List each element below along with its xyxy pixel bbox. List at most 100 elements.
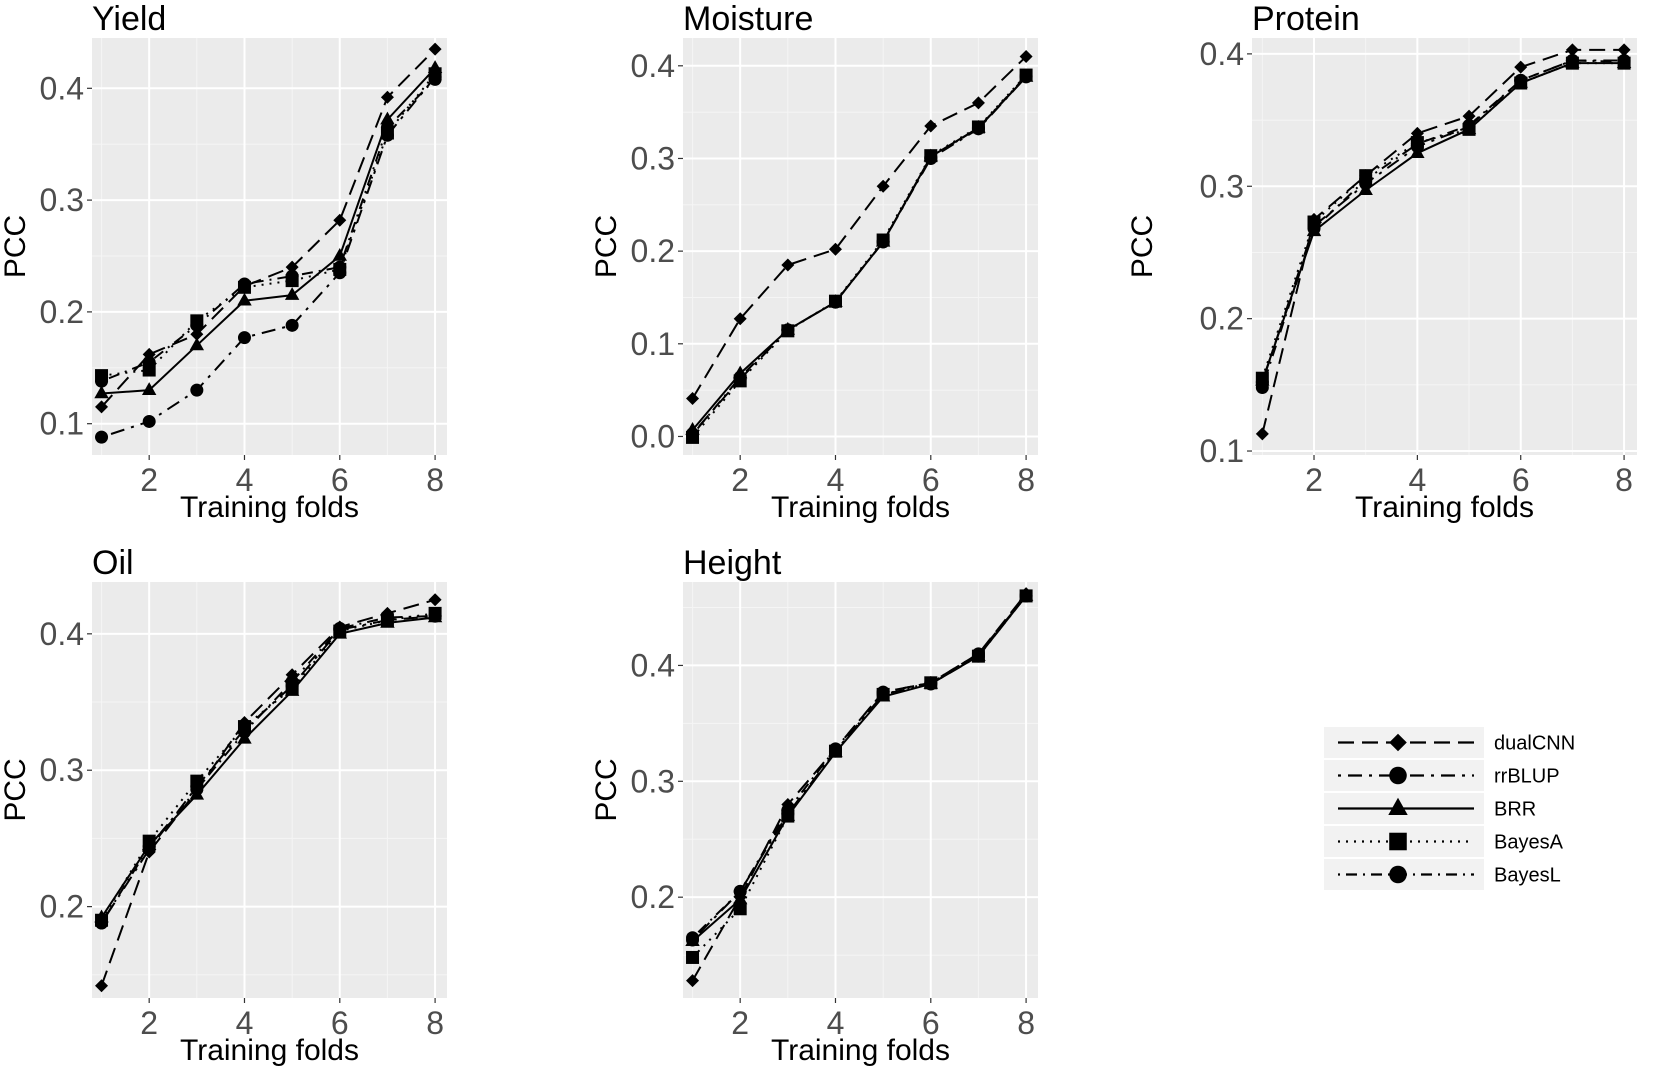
data-point-bayesl (1019, 589, 1033, 603)
y-tick-label: 0.4 (631, 647, 675, 683)
data-point-dualcnn (285, 260, 299, 274)
data-point-dualcnn (924, 119, 938, 133)
data-point-bayesl (1019, 69, 1033, 83)
legend-key-square-icon (1389, 832, 1407, 851)
panel-title: Protein (1252, 0, 1360, 38)
panel-title: Moisture (683, 0, 813, 38)
series-line-bayesa (1261, 62, 1625, 379)
legend-label: BRR (1494, 799, 1536, 821)
data-point-bayesl (1617, 55, 1631, 69)
series-line-rrblup (691, 595, 1027, 941)
data-point-bayesl (380, 610, 394, 624)
x-tick-label: 4 (236, 462, 254, 498)
data-point-rrblup (95, 430, 109, 444)
data-point-brr (284, 287, 300, 300)
data-point-bayesa (686, 950, 700, 964)
series-line-bayesa (100, 612, 436, 921)
legend-item-rrblup: rrBLUP (1324, 760, 1560, 791)
data-point-brr (1410, 145, 1425, 158)
data-point-dualcnn (1514, 60, 1528, 74)
legend-label: dualCNN (1494, 733, 1575, 755)
data-point-bayesl (686, 428, 700, 442)
y-axis-label: PCC (1126, 215, 1159, 278)
series-line-brr (101, 67, 436, 395)
legend-key-circle-icon (1389, 865, 1407, 884)
y-tick-label: 0.2 (40, 294, 84, 330)
y-axis-label: PCC (590, 758, 623, 821)
x-axis-label: Training folds (771, 491, 950, 524)
data-point-dualcnn (971, 96, 985, 110)
panel-title: Height (683, 544, 782, 582)
data-point-bayesl (733, 370, 747, 384)
data-point-brr (380, 111, 395, 125)
series-bayesl (1255, 54, 1631, 394)
data-point-bayesl (237, 725, 251, 739)
data-point-bayesl (428, 609, 442, 623)
data-point-dualcnn (380, 90, 394, 104)
data-point-rrblup (142, 414, 156, 428)
series-line-dualcnn (100, 598, 436, 987)
data-point-bayesl (1462, 118, 1476, 132)
y-tick-label: 0.2 (40, 889, 84, 925)
data-point-bayesl (333, 260, 347, 274)
x-tick-label: 6 (922, 1005, 940, 1041)
series-line-dualcnn (100, 48, 436, 408)
x-axis-label: Training folds (771, 1034, 950, 1067)
x-axis-label: Training folds (180, 1034, 359, 1067)
legend-key-circle-icon (1389, 766, 1407, 785)
data-point-brr (332, 248, 347, 261)
data-point-dualcnn (428, 593, 442, 607)
data-point-bayesl (686, 931, 700, 945)
series-line-dualcnn (1261, 48, 1625, 435)
data-point-dualcnn (781, 258, 795, 272)
data-point-dualcnn (333, 213, 347, 227)
data-point-dualcnn (95, 979, 109, 993)
series-line-bayesa (691, 595, 1027, 959)
data-point-dualcnn (686, 391, 700, 405)
x-tick-label: 2 (140, 1005, 158, 1041)
data-point-dualcnn (876, 179, 890, 193)
y-tick-label: 0.4 (40, 70, 84, 106)
x-tick-label: 4 (827, 462, 845, 498)
data-point-bayesl (733, 884, 747, 898)
data-point-dualcnn (1617, 43, 1631, 57)
data-point-brr (237, 292, 252, 306)
x-tick-label: 8 (426, 462, 444, 498)
legend-item-dualcnn: dualCNN (1324, 727, 1575, 758)
y-tick-label: 0.0 (631, 418, 675, 454)
y-tick-label: 0.2 (631, 879, 675, 915)
series-line-bayesl (101, 78, 436, 383)
x-axis-label: Training folds (1355, 491, 1534, 524)
data-point-bayesl (1359, 173, 1373, 187)
data-point-dualcnn (686, 974, 700, 988)
data-point-bayesl (95, 374, 109, 388)
data-point-rrblup (190, 383, 204, 397)
y-tick-label: 0.4 (631, 48, 675, 84)
data-point-bayesl (1255, 380, 1269, 394)
y-tick-label: 0.3 (1200, 168, 1244, 204)
data-point-dualcnn (1019, 50, 1033, 64)
data-point-bayesa (733, 902, 747, 916)
data-point-bayesl (428, 72, 442, 86)
data-point-bayesl (781, 323, 795, 337)
x-tick-label: 6 (1512, 462, 1530, 498)
panel-title: Yield (92, 0, 166, 38)
x-tick-label: 2 (140, 462, 158, 498)
plot-background (683, 38, 1038, 455)
series-bayesl (686, 589, 1033, 945)
data-point-bayesl (333, 621, 347, 635)
x-tick-label: 2 (1305, 462, 1323, 498)
series-dualcnn (95, 42, 442, 414)
data-point-bayesl (142, 355, 156, 369)
series-line-rrblup (101, 76, 436, 439)
data-point-rrblup (237, 331, 251, 345)
y-axis-label: PCC (0, 758, 32, 821)
data-point-bayesl (237, 277, 251, 291)
y-tick-label: 0.1 (40, 406, 84, 442)
legend-label: BayesA (1494, 832, 1564, 854)
series-line-bayesl (691, 75, 1027, 436)
